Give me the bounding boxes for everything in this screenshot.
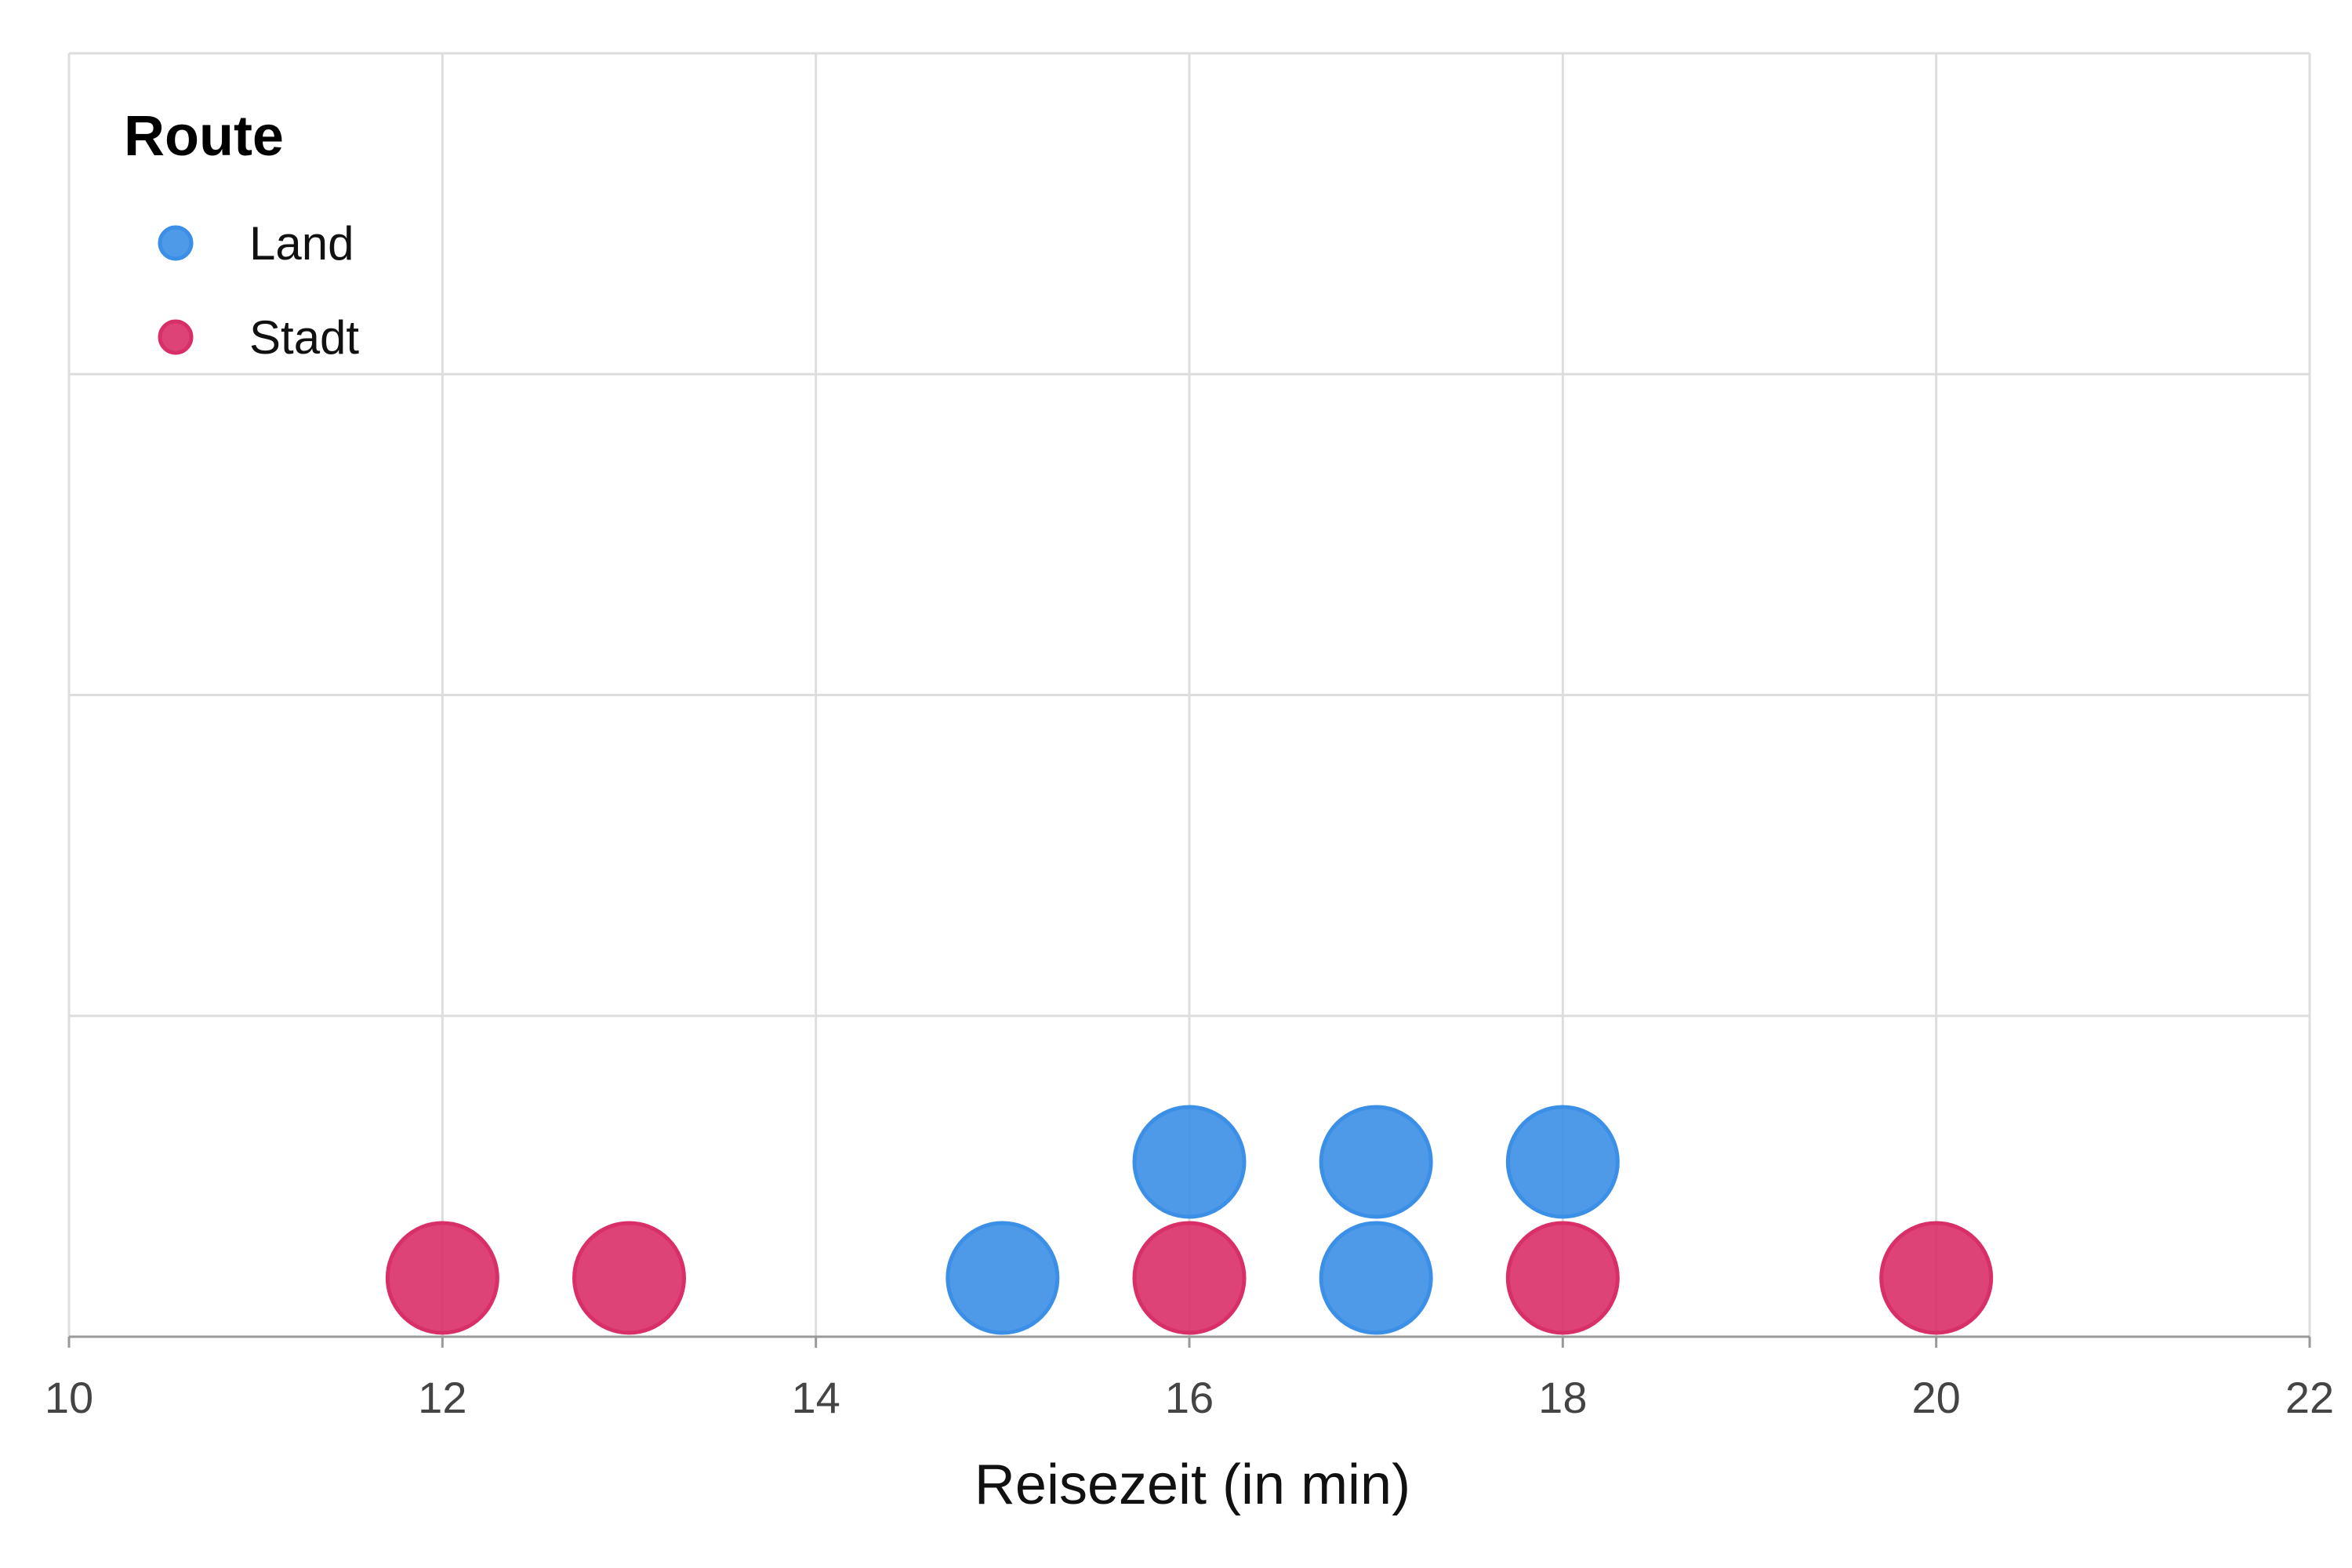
x-tick-label: 12 [418, 1373, 466, 1422]
data-point-stadt [1879, 1221, 1994, 1335]
x-tick-label: 14 [792, 1373, 840, 1422]
legend-item-land: Land [158, 217, 354, 270]
legend-item-stadt: Stadt [158, 311, 359, 364]
data-point-land [1132, 1105, 1247, 1219]
legend-label-land: Land [249, 217, 354, 270]
legend-marker-stadt [158, 319, 194, 355]
x-tick-label: 18 [1538, 1373, 1587, 1422]
legend: Route Land Stadt [124, 105, 359, 364]
legend-label-stadt: Stadt [249, 311, 359, 364]
data-point-land [946, 1221, 1060, 1335]
x-axis-title: Reisezeit (in min) [975, 1454, 1410, 1516]
data-point-stadt [1505, 1221, 1620, 1335]
x-tick-label: 10 [45, 1373, 93, 1422]
x-tick-label: 16 [1165, 1373, 1214, 1422]
legend-marker-land [158, 225, 194, 261]
data-point-stadt [385, 1221, 499, 1335]
data-points [385, 1105, 1994, 1335]
x-tick-label: 20 [1912, 1373, 1961, 1422]
data-point-stadt [1132, 1221, 1247, 1335]
grid-layer [67, 52, 2311, 1337]
data-point-stadt [572, 1221, 686, 1335]
x-tick-label: 22 [2285, 1373, 2334, 1422]
data-point-land [1319, 1105, 1433, 1219]
data-point-land [1319, 1221, 1433, 1335]
x-axis: 10 12 14 16 18 20 22 [45, 1335, 2334, 1422]
data-point-land [1505, 1105, 1620, 1219]
legend-title: Route [124, 105, 284, 168]
